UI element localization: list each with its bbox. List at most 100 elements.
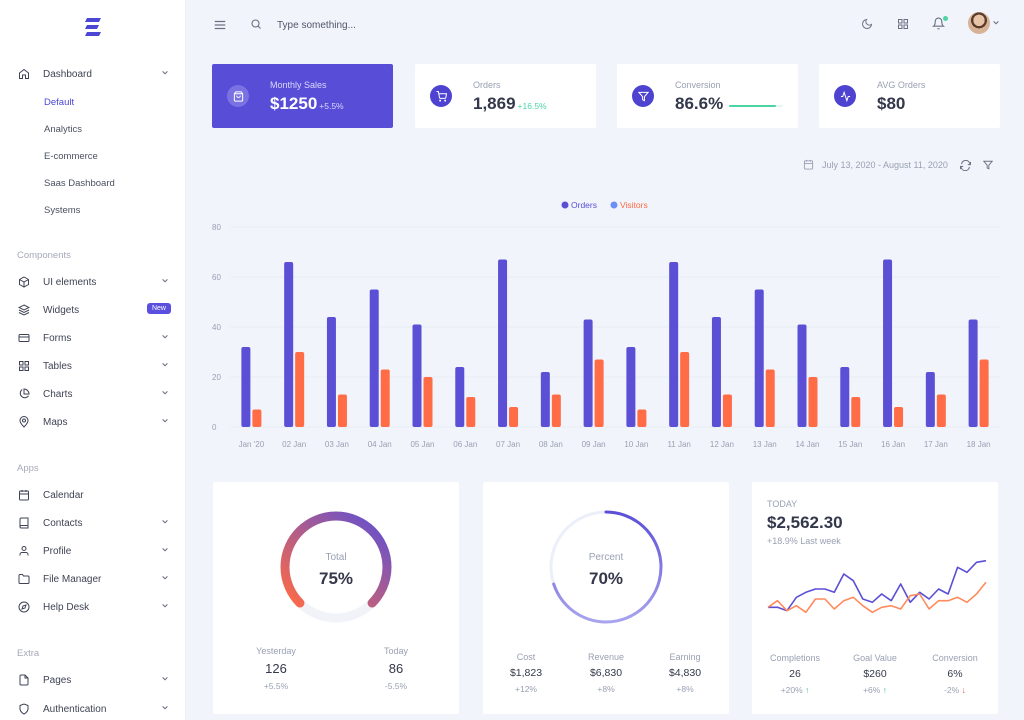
- gauge-arc: [280, 511, 392, 608]
- bar-visitors[interactable]: [551, 394, 561, 428]
- sidebar-item-widgets[interactable]: Widgets New: [17, 300, 173, 320]
- user-icon: [17, 545, 30, 558]
- sidebar-item-authentication[interactable]: Authentication: [17, 699, 173, 719]
- bar-visitors[interactable]: [851, 397, 861, 427]
- sidebar-subitem-analytics[interactable]: Analytics: [44, 124, 83, 135]
- bar-visitors[interactable]: [252, 409, 262, 428]
- chevron-down-icon: [162, 706, 168, 710]
- legend-label[interactable]: Visitors: [620, 200, 648, 210]
- sidebar-item-maps[interactable]: Maps: [17, 412, 173, 432]
- bar-orders[interactable]: [241, 347, 251, 427]
- search-icon[interactable]: [250, 18, 262, 30]
- percent-gauge: [549, 510, 663, 624]
- chevron-down-icon: [162, 335, 168, 339]
- apps-grid-icon[interactable]: [897, 18, 909, 30]
- revenue-stat: Revenue $6,830 +8%: [587, 652, 625, 694]
- sidebar-item-ui-elements[interactable]: UI elements: [17, 272, 173, 292]
- bar-orders[interactable]: [326, 317, 336, 427]
- cart-icon: [430, 85, 452, 107]
- legend-label[interactable]: Orders: [571, 200, 597, 210]
- bar-orders[interactable]: [840, 367, 850, 427]
- moon-icon[interactable]: [861, 18, 873, 30]
- sidebar-item-forms[interactable]: Forms: [17, 328, 173, 348]
- bar-orders[interactable]: [883, 259, 893, 428]
- sidebar-item-contacts[interactable]: Contacts: [17, 513, 173, 533]
- sidebar-item-label: Authentication: [43, 703, 107, 715]
- bar-orders[interactable]: [626, 347, 636, 427]
- gauge-arc: [552, 510, 663, 624]
- bar-visitors[interactable]: [765, 369, 775, 428]
- bar-visitors[interactable]: [722, 394, 732, 428]
- search-input[interactable]: [277, 17, 477, 33]
- calendar-icon[interactable]: [803, 159, 814, 170]
- refresh-icon[interactable]: [960, 160, 971, 171]
- x-tick-label: 07 Jan: [496, 440, 520, 449]
- bar-visitors[interactable]: [594, 359, 604, 428]
- sidebar-item-tables[interactable]: Tables: [17, 356, 173, 376]
- sidebar-subitem-default[interactable]: Default: [44, 97, 75, 108]
- bar-visitors[interactable]: [637, 409, 647, 428]
- menu-icon[interactable]: [213, 18, 227, 32]
- shield-icon: [17, 703, 30, 716]
- legend-marker: [561, 201, 569, 209]
- y-tick-label: 80: [212, 223, 221, 232]
- sidebar-item-file-manager[interactable]: File Manager: [17, 569, 173, 589]
- bar-visitors[interactable]: [979, 359, 989, 428]
- bar-orders[interactable]: [711, 317, 721, 427]
- sidebar-item-calendar[interactable]: Calendar: [17, 485, 173, 505]
- stat-card-conversion: Conversion 86.6%: [617, 64, 798, 128]
- stat-delta: +5.5%: [319, 101, 344, 111]
- chevron-down-icon: [162, 279, 168, 283]
- sidebar-item-dashboard[interactable]: Dashboard: [17, 64, 173, 84]
- bar-orders[interactable]: [369, 289, 379, 428]
- total-gauge-card: Total 75% Yesterday 126 +5.5% Today 86 -…: [213, 482, 459, 714]
- bar-orders[interactable]: [498, 259, 508, 428]
- file-icon: [17, 674, 30, 687]
- sidebar-subitem-systems[interactable]: Systems: [44, 205, 81, 216]
- chevron-down-icon[interactable]: [992, 19, 1000, 27]
- bar-orders[interactable]: [669, 262, 679, 427]
- bar-visitors[interactable]: [509, 407, 519, 427]
- bar-visitors[interactable]: [936, 394, 946, 428]
- sidebar-item-charts[interactable]: Charts: [17, 384, 173, 404]
- avatar[interactable]: [968, 12, 990, 34]
- bar-orders[interactable]: [925, 372, 935, 427]
- bar-orders[interactable]: [968, 319, 978, 428]
- sidebar-subitem-saas[interactable]: Saas Dashboard: [44, 178, 115, 189]
- sidebar-item-pages[interactable]: Pages: [17, 670, 173, 690]
- bar-visitors[interactable]: [894, 407, 904, 427]
- sidebar-item-label: Profile: [43, 545, 72, 557]
- x-tick-label: 17 Jan: [924, 440, 948, 449]
- goal-value-stat: Goal Value $260 +6% ↑: [853, 653, 897, 695]
- date-range-label[interactable]: July 13, 2020 - August 11, 2020: [822, 160, 948, 170]
- bar-visitors[interactable]: [380, 369, 390, 428]
- bar-orders[interactable]: [284, 262, 294, 427]
- brand-logo-icon[interactable]: [84, 16, 104, 38]
- bar-orders[interactable]: [754, 289, 764, 428]
- bar-visitors[interactable]: [337, 394, 347, 428]
- bar-orders[interactable]: [583, 319, 593, 428]
- x-tick-label: 09 Jan: [582, 440, 606, 449]
- bar-orders[interactable]: [412, 324, 422, 428]
- bar-visitors[interactable]: [466, 397, 476, 427]
- x-tick-label: 05 Jan: [410, 440, 434, 449]
- bell-icon[interactable]: [932, 17, 945, 30]
- chevron-down-icon: [162, 677, 168, 681]
- bar-visitors[interactable]: [680, 352, 690, 427]
- conversion-progress-fill: [729, 105, 776, 107]
- bar-visitors[interactable]: [808, 377, 818, 427]
- sidebar-item-label: Calendar: [43, 489, 84, 501]
- stat-card-avg-orders: AVG Orders $80: [819, 64, 1000, 128]
- bar-orders[interactable]: [540, 372, 550, 427]
- sidebar-item-profile[interactable]: Profile: [17, 541, 173, 561]
- bar-visitors[interactable]: [423, 377, 433, 427]
- bar-visitors[interactable]: [295, 352, 305, 427]
- stat-value: $1250 +5.5%: [270, 94, 344, 113]
- sidebar-item-help-desk[interactable]: Help Desk: [17, 597, 173, 617]
- sidebar-subitem-ecommerce[interactable]: E-commerce: [44, 151, 98, 162]
- filter-icon[interactable]: [983, 160, 993, 170]
- new-badge: New: [146, 303, 171, 314]
- bar-orders[interactable]: [455, 367, 465, 427]
- bar-orders[interactable]: [797, 324, 807, 428]
- legend-marker: [610, 201, 618, 209]
